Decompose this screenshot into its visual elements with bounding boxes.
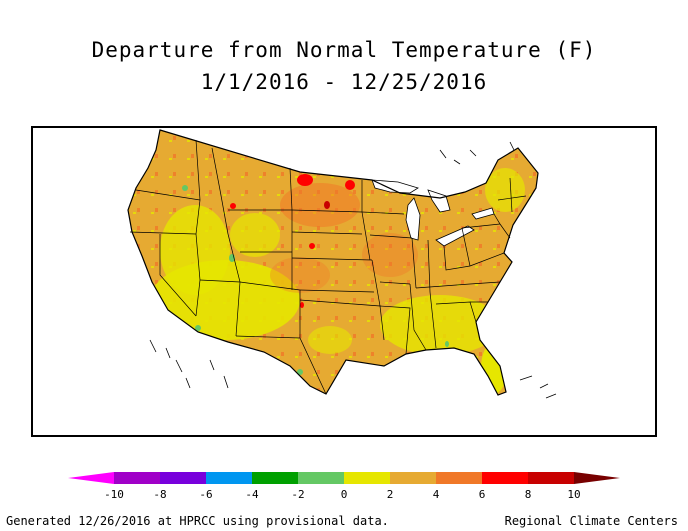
- legend-tick-label: 4: [432, 488, 440, 501]
- legend-low-arrow: [68, 472, 114, 484]
- legend-swatch: [436, 472, 482, 484]
- legend-swatch: [252, 472, 298, 484]
- legend-swatch: [390, 472, 436, 484]
- us-outline: [127, 129, 539, 396]
- legend-tick-label: -10: [104, 488, 124, 501]
- legend-tick-label: 0: [340, 488, 348, 501]
- footer-generated-note: Generated 12/26/2016 at HPRCC using prov…: [6, 514, 389, 528]
- legend-swatch: [298, 472, 344, 484]
- legend-swatch: [160, 472, 206, 484]
- footer-credit: Regional Climate Centers: [504, 514, 678, 528]
- coast-details: [149, 141, 557, 399]
- legend-tick-label: -4: [245, 488, 259, 501]
- map-date-range: 1/1/2016 - 12/25/2016: [200, 70, 488, 94]
- legend-tick-label: -6: [199, 488, 213, 501]
- state-borders: [129, 139, 527, 395]
- legend-swatch: [114, 472, 160, 484]
- legend-tick-label: -2: [291, 488, 305, 501]
- legend-swatch: [344, 472, 390, 484]
- legend-swatch: [206, 472, 252, 484]
- legend-tick-label: 6: [478, 488, 486, 501]
- legend-tick-label: 10: [567, 488, 581, 501]
- legend-high-arrow: [574, 472, 620, 484]
- map-title: Departure from Normal Temperature (F): [91, 38, 597, 62]
- color-legend: [68, 472, 620, 484]
- great-lakes: [371, 179, 495, 247]
- legend-tick-label: -8: [153, 488, 167, 501]
- map-shading: [128, 130, 538, 395]
- legend-tick-label: 8: [524, 488, 532, 501]
- legend-swatch: [528, 472, 574, 484]
- legend-tick-label: 2: [386, 488, 394, 501]
- legend-swatch: [482, 472, 528, 484]
